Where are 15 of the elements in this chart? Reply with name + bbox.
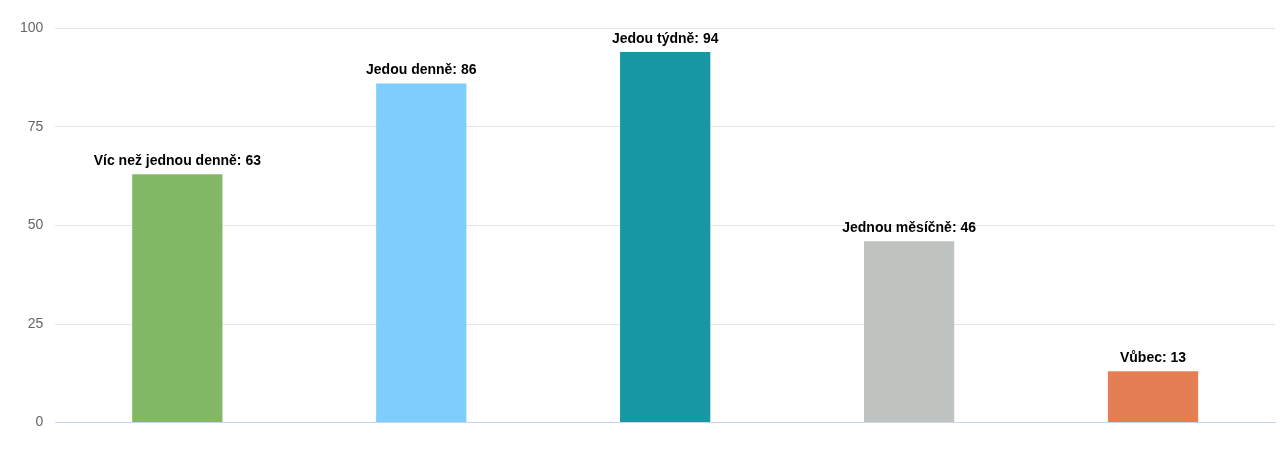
data-label: Jedou denně: 86 bbox=[366, 61, 477, 78]
bar bbox=[376, 83, 467, 423]
data-label: Víc než jednou denně: 63 bbox=[93, 152, 262, 169]
y-tick-label: 75 bbox=[27, 117, 44, 134]
data-label: Vůbec: 13 bbox=[1119, 349, 1187, 366]
bar bbox=[132, 174, 223, 423]
bar bbox=[620, 52, 711, 423]
y-tick-label: 100 bbox=[20, 19, 44, 36]
data-label: Jedou týdně: 94 bbox=[611, 29, 719, 46]
y-tick-label: 0 bbox=[35, 413, 44, 430]
y-tick-label: 25 bbox=[27, 314, 44, 331]
data-label: Jednou měsíčně: 46 bbox=[842, 219, 977, 236]
bar bbox=[1107, 371, 1199, 423]
y-tick-label: 50 bbox=[27, 216, 44, 233]
bar bbox=[863, 241, 955, 423]
